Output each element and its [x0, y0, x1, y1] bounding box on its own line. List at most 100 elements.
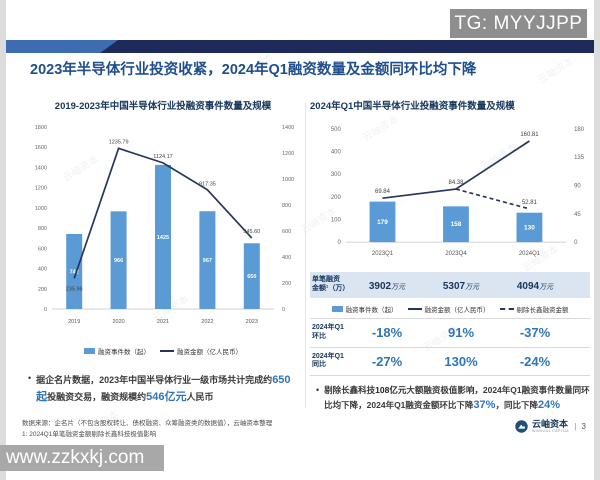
legend-line-swatch [160, 350, 174, 352]
left-axis-tick: 1400 [35, 165, 47, 171]
line-series [73, 147, 253, 279]
right-section: 2024年Q1中国半导体行业投融资事件数量及规模 0 100 200 300 400 50… [310, 100, 590, 414]
page-number: 3 [581, 422, 586, 432]
left-section: 2019-2023年中国半导体行业投融资事件数量及规模 0 200 400 600 80… [22, 100, 304, 406]
legend-label: 融资事件数（起） [345, 307, 398, 314]
right-axis-tick: 200 [282, 281, 291, 287]
bullet-segment: 据企名片数据，2023年中国半导体行业一级市场共计完成约 [36, 375, 273, 385]
slide-background [6, 0, 594, 480]
left-axis-tick: 1200 [35, 186, 47, 192]
legend-label: 剔除长鑫融资金额 [516, 307, 569, 314]
column-divider [305, 102, 306, 408]
bar [369, 201, 396, 243]
metric-row-single-deal-size: 单笔融资 金额¹（万） 3902万元 5307万元 4094万元 [310, 272, 590, 298]
yoy-row: 2024年Q1 同比 -27% 130% -24% [310, 348, 590, 376]
left-axis-tick: 200 [38, 287, 47, 293]
right-bullet-text: 剔除长鑫科技108亿元大额融资极值影响，2024年Q1融资事件数量同环比均下降，… [324, 384, 590, 414]
legend-item: 融资金额（亿人民币） [407, 304, 490, 314]
site-watermark: www.zzkxkj.com [0, 445, 164, 471]
right-bullet: • 剔除长鑫科技108亿元大额融资极值影响，2024年Q1融资事件数量同环比均下… [310, 384, 590, 414]
left-axis-tick: 200 [331, 195, 342, 201]
company-logo: 云岫资本 WINSOUL CAPITAL | 3 [515, 420, 586, 434]
logo-text: 云岫资本 WINSOUL CAPITAL [531, 419, 570, 433]
x-axis-label: 2023 [246, 319, 258, 325]
right-axis-tick: 1000 [282, 177, 294, 183]
x-axis-label: 2023Q1 [372, 251, 394, 257]
bullet-segment: 大额融资极值影响，2024年Q1融资事件数量同环比均下降，2024年Q1融资金额… [324, 385, 590, 411]
left-axis-tick: 1600 [35, 145, 47, 151]
legend-dash-swatch [499, 308, 514, 310]
bullet-dot: • [28, 373, 32, 383]
yoy-value: 130% [444, 353, 478, 369]
bar-value-label: 742 [70, 269, 79, 275]
right-axis-tick: 1200 [282, 151, 294, 157]
line-value-label: 52.81 [522, 200, 538, 206]
metric-value: 3902万元 [368, 281, 406, 292]
bullet-dot: • [316, 385, 320, 395]
line-value-label: 917.35 [199, 182, 216, 188]
bar [155, 164, 171, 309]
bar-value-label: 966 [114, 258, 123, 264]
bullet-segment: 546亿元 [146, 391, 187, 404]
right-axis-tick: 800 [282, 203, 291, 209]
left-axis-tick: 100 [331, 217, 342, 223]
left-combo-chart: 0 200 400 600 800 1000 1200 1400 1600 1800 0 200 400… [35, 125, 295, 325]
x-axis-label: 2023Q4 [445, 251, 467, 257]
header-banner-accent [6, 40, 118, 53]
bar-value-label: 650 [247, 274, 256, 280]
legend-item: 融资金额（亿人民币） [160, 346, 242, 356]
right-chart-title: 2024年Q1中国半导体行业投融资事件数量及规模 [310, 101, 515, 112]
line-value-label: 69.84 [375, 189, 391, 195]
line-value-label: 1235.79 [109, 139, 129, 145]
left-axis-tick: 500 [331, 127, 342, 133]
x-axis-label: 2019 [68, 319, 80, 325]
legend-item: 剔除长鑫融资金额 [499, 304, 569, 314]
right-axis-tick: 0 [574, 240, 578, 246]
right-axis-tick: 600 [282, 229, 291, 235]
legend-bar-swatch [331, 306, 343, 312]
right-axis-tick: 90 [574, 184, 581, 190]
bar-value-label: 967 [203, 258, 212, 264]
logo-icon [515, 420, 528, 433]
bar-value-label: 130 [524, 224, 535, 231]
header-banner [6, 40, 594, 53]
left-axis-tick: 400 [331, 150, 342, 156]
footer-notes: 数据来源：企名片（不包含股权转让、债权融资、众筹融资类的数据值），云岫资本整理 … [22, 418, 422, 440]
legend-item: 融资事件数（起） [84, 346, 150, 356]
legend-label: 融资金额（亿人民币） [177, 349, 242, 356]
x-axis-label: 2020 [112, 319, 124, 325]
bullet-segment: 24% [537, 399, 560, 412]
metric-row-label: 单笔融资 金额¹（万） [312, 276, 350, 292]
left-axis-tick: 1000 [35, 206, 47, 212]
left-axis-tick: 1800 [35, 125, 47, 131]
right-axis-tick: 45 [574, 212, 581, 218]
data-source-note: 数据来源：企名片（不包含股权转让、债权融资、众筹融资类的数据值），云岫资本整理 [22, 420, 273, 427]
bar-value-label: 179 [377, 219, 388, 226]
right-axis-tick: 1400 [282, 125, 294, 131]
qoq-value: 91% [447, 325, 475, 341]
left-chart-legend: 融资事件数（起） 融资金额（亿人民币） [22, 346, 304, 356]
qoq-row: 2024年Q1 环比 -18% 91% -37% [310, 318, 590, 348]
bar [516, 212, 543, 243]
legend-label: 融资金额（亿人民币） [424, 307, 490, 314]
left-axis-tick: 600 [38, 246, 47, 252]
bullet-segment: 投融资交易，融资规模约 [47, 392, 147, 403]
yoy-row-label: 2024年Q1 同比 [312, 352, 344, 369]
yoy-value: -27% [371, 353, 403, 369]
qoq-value: -37% [519, 325, 551, 341]
line-value-label: 235.96 [66, 286, 83, 292]
x-axis-label: 2024Q1 [519, 251, 541, 257]
legend-bar-swatch [84, 348, 95, 354]
bullet-segment: 650起 [36, 374, 291, 404]
footnote-1: 1: 2024Q1单笔融资金额剔除长鑫科技极值影响 [22, 431, 157, 439]
left-chart-title: 2019-2023年中国半导体行业投融资事件数量及规模 [54, 101, 272, 112]
left-bullet: • 据企名片数据，2023年中国半导体行业一级市场共计完成约650起投融资交易，… [22, 372, 304, 406]
line-value-label: 160.81 [520, 132, 539, 138]
left-axis-tick: 800 [38, 226, 47, 232]
legend-item: 融资事件数（起） [331, 304, 398, 314]
right-combo-chart: 0 100 200 300 400 500 0 45 90 135 180 2023Q1 2023Q4 2… [331, 127, 585, 257]
right-axis-tick: 180 [574, 127, 585, 133]
page-title: 2023年半导体行业投资收紧，2024年Q1融资数量及金额同环比均下降 [30, 62, 477, 78]
left-bullet-text: 据企名片数据，2023年中国半导体行业一级市场共计完成约650起投融资交易，融资… [36, 372, 298, 406]
